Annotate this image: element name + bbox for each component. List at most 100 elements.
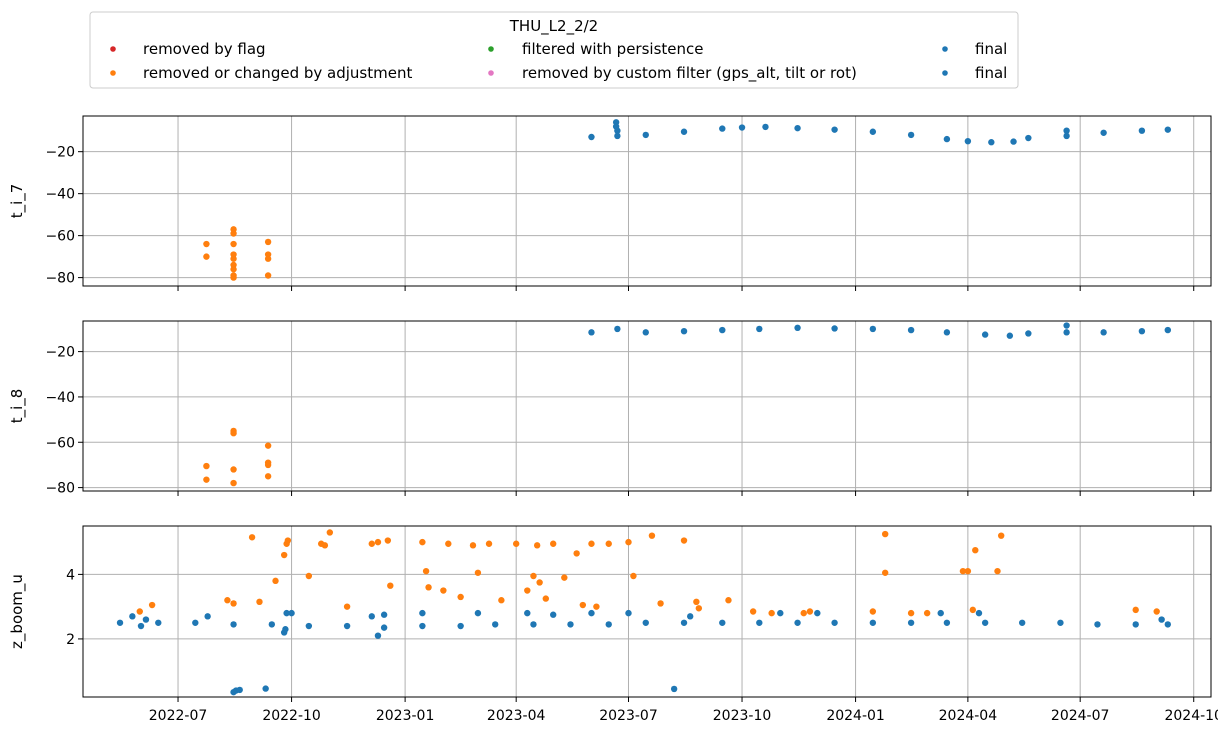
y-axis-label: t_i_8 (8, 389, 27, 424)
series-final-1 (614, 322, 1070, 333)
data-point (457, 622, 464, 630)
data-point (1100, 129, 1107, 136)
data-point (283, 609, 290, 617)
data-point (981, 331, 989, 338)
data-point (567, 621, 574, 628)
data-point (129, 613, 136, 620)
data-point (869, 325, 877, 333)
legend-label-final-1: final (975, 40, 1007, 58)
data-point (387, 582, 394, 589)
data-point (368, 540, 375, 547)
grid (83, 321, 1211, 491)
data-point (136, 608, 143, 615)
data-point (142, 616, 150, 623)
data-point (593, 603, 600, 610)
legend: THU_L2_2/2 removed by flag removed or ch… (89, 11, 1019, 89)
data-point (492, 621, 499, 628)
y-tick-label: −20 (45, 145, 75, 161)
data-point (264, 461, 272, 469)
legend-label-removed-by-custom-filter: removed by custom filter (gps_alt, tilt … (522, 64, 857, 83)
data-point (203, 253, 210, 260)
data-point (288, 609, 295, 617)
data-point (642, 131, 649, 139)
grid (83, 526, 1211, 697)
series-final-1 (129, 609, 1165, 696)
data-point (749, 608, 757, 615)
x-tick-label: 2022-07 (149, 708, 208, 724)
data-point (625, 538, 632, 546)
data-point (230, 479, 237, 487)
data-point (588, 609, 595, 617)
data-point (384, 537, 392, 544)
data-point (469, 542, 477, 549)
data-point (680, 328, 688, 335)
data-point (614, 132, 621, 140)
data-point (204, 613, 211, 620)
legend-marker-final-1 (942, 46, 948, 52)
data-point (648, 532, 656, 539)
data-point (588, 133, 595, 141)
data-point (719, 326, 726, 334)
data-point (605, 540, 612, 547)
data-point (1063, 322, 1070, 329)
data-point (422, 567, 430, 575)
data-point (1138, 328, 1146, 335)
data-point (457, 593, 464, 601)
data-point (419, 622, 426, 630)
legend-marker-filtered-with-persistence (488, 46, 494, 52)
legend-marker-removed-by-custom-filter (488, 70, 494, 76)
data-point (693, 598, 700, 606)
axes-frame (82, 320, 1212, 492)
data-point (794, 619, 801, 626)
data-point (762, 123, 769, 131)
series-removed-or-changed-by-adjustment-2 (203, 427, 272, 487)
data-point (907, 326, 915, 334)
data-point (680, 537, 688, 544)
data-point (542, 595, 550, 602)
x-tick-label: 2023-04 (487, 708, 546, 724)
series-final-1 (612, 119, 1070, 134)
series-removed-or-changed-by-adjustment-2 (203, 226, 272, 281)
data-point (536, 579, 543, 586)
data-point (1063, 132, 1070, 140)
data-point (380, 611, 388, 618)
data-point (1063, 329, 1070, 336)
data-point (524, 587, 531, 594)
data-point (498, 597, 505, 604)
data-point (230, 600, 237, 607)
x-tick-label: 2024-01 (826, 708, 885, 724)
data-point (321, 542, 329, 549)
data-point (725, 597, 732, 604)
axes-frame (82, 525, 1212, 698)
y-tick-label: 4 (66, 567, 75, 583)
data-point (794, 124, 801, 132)
data-point (1063, 127, 1070, 134)
data-point (686, 613, 694, 620)
data-point (203, 462, 210, 470)
panel-t-i-7: −80 −60 −40 −20 t_i_7 (8, 115, 1212, 291)
y-tick-label: −20 (45, 345, 75, 361)
data-point (561, 574, 568, 581)
data-point (869, 619, 877, 626)
data-point (972, 546, 979, 554)
x-tick-label: 2024-04 (939, 708, 998, 724)
data-point (530, 572, 537, 580)
data-point (1138, 127, 1146, 134)
data-point (923, 609, 931, 617)
legend-marker-removed-or-changed-by-adjustment (110, 70, 116, 76)
data-point (380, 624, 388, 631)
data-point (756, 619, 763, 626)
data-point (1025, 134, 1032, 142)
data-point (670, 685, 678, 693)
data-point (738, 124, 746, 131)
series-final-0 (588, 324, 1172, 339)
data-point (959, 567, 967, 575)
data-point (907, 619, 915, 626)
data-point (280, 551, 288, 559)
data-point (230, 621, 237, 628)
data-point (969, 606, 977, 614)
panel-t-i-8: −80 −60 −40 −20 t_i_8 (8, 320, 1212, 497)
data-point (485, 540, 493, 547)
data-point (230, 240, 237, 248)
